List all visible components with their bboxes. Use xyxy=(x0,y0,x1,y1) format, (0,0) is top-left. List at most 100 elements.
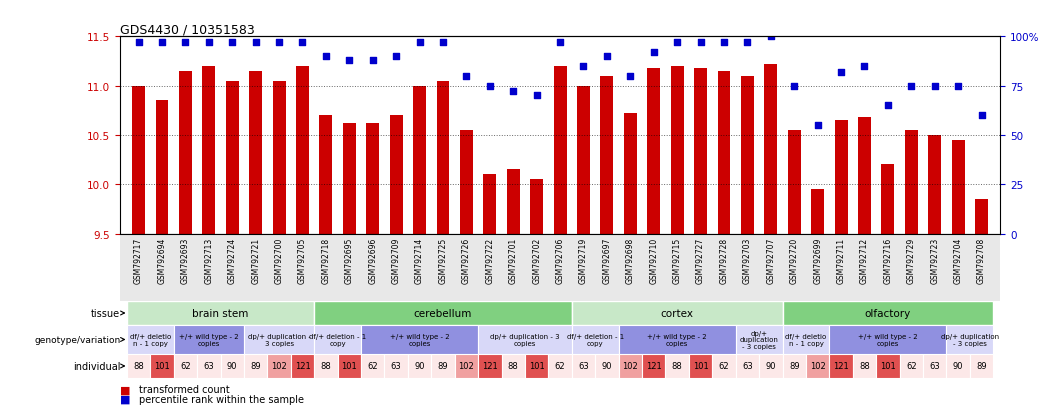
Text: 63: 63 xyxy=(391,362,401,370)
Text: GSM792715: GSM792715 xyxy=(673,237,681,283)
Text: individual: individual xyxy=(73,361,120,371)
Bar xyxy=(174,325,244,354)
Bar xyxy=(367,124,379,234)
Point xyxy=(458,73,475,80)
Point xyxy=(365,57,381,64)
Bar xyxy=(384,354,407,378)
Bar xyxy=(689,354,713,378)
Point xyxy=(786,83,802,90)
Text: dp/+ duplication -
3 copies: dp/+ duplication - 3 copies xyxy=(248,333,311,346)
Text: +/+ wild type - 2
copies: +/+ wild type - 2 copies xyxy=(179,333,239,346)
Text: GSM792702: GSM792702 xyxy=(532,237,541,283)
Text: ■: ■ xyxy=(120,385,130,394)
Bar xyxy=(548,354,572,378)
Point xyxy=(505,89,522,95)
Bar xyxy=(624,114,637,234)
Text: GSM792708: GSM792708 xyxy=(977,237,986,283)
Text: 90: 90 xyxy=(766,362,776,370)
Point xyxy=(645,50,662,56)
Text: 63: 63 xyxy=(203,362,215,370)
Bar xyxy=(390,116,402,234)
Text: GSM792712: GSM792712 xyxy=(860,237,869,283)
Bar xyxy=(202,66,216,234)
Point xyxy=(318,54,334,60)
Point xyxy=(177,40,194,46)
Text: 101: 101 xyxy=(528,362,545,370)
Text: dp/+ duplication - 3
copies: dp/+ duplication - 3 copies xyxy=(490,333,560,346)
Text: GSM792713: GSM792713 xyxy=(204,237,214,283)
Text: GSM792700: GSM792700 xyxy=(275,237,283,284)
Text: 90: 90 xyxy=(953,362,964,370)
Text: 101: 101 xyxy=(342,362,357,370)
Text: 62: 62 xyxy=(719,362,729,370)
Bar xyxy=(694,69,708,234)
Bar xyxy=(249,71,263,234)
Bar xyxy=(619,325,736,354)
Text: 88: 88 xyxy=(133,362,144,370)
Text: GSM792705: GSM792705 xyxy=(298,237,307,284)
Bar xyxy=(946,325,993,354)
Bar xyxy=(946,354,970,378)
Text: GSM792703: GSM792703 xyxy=(743,237,752,284)
Bar xyxy=(221,354,244,378)
Text: df/+ deletion - 1
copy: df/+ deletion - 1 copy xyxy=(309,333,366,346)
Text: 62: 62 xyxy=(907,362,917,370)
Bar xyxy=(155,101,169,234)
Text: olfactory: olfactory xyxy=(865,308,911,318)
Bar xyxy=(829,354,852,378)
Bar xyxy=(361,325,478,354)
Bar xyxy=(506,170,520,234)
Bar xyxy=(150,354,174,378)
Bar xyxy=(501,354,525,378)
Text: 62: 62 xyxy=(554,362,566,370)
Text: GSM792718: GSM792718 xyxy=(321,237,330,283)
Bar xyxy=(530,180,543,234)
Text: 121: 121 xyxy=(482,362,498,370)
Text: +/+ wild type - 2
copies: +/+ wild type - 2 copies xyxy=(859,333,918,346)
Text: +/+ wild type - 2
copies: +/+ wild type - 2 copies xyxy=(390,333,449,346)
Text: 89: 89 xyxy=(250,362,260,370)
Point xyxy=(857,63,873,70)
Point xyxy=(903,83,920,90)
Bar xyxy=(647,69,661,234)
Bar xyxy=(437,81,449,234)
Text: 102: 102 xyxy=(810,362,825,370)
Text: GSM792717: GSM792717 xyxy=(134,237,143,283)
Text: 101: 101 xyxy=(880,362,896,370)
Bar xyxy=(783,301,993,325)
Text: 88: 88 xyxy=(859,362,870,370)
Bar xyxy=(315,325,361,354)
Point xyxy=(926,83,943,90)
Bar xyxy=(460,131,473,234)
Text: 88: 88 xyxy=(672,362,683,370)
Point xyxy=(833,69,849,76)
Text: 90: 90 xyxy=(601,362,612,370)
Point xyxy=(388,54,404,60)
Bar xyxy=(760,354,783,378)
Text: 102: 102 xyxy=(458,362,474,370)
Point xyxy=(130,40,147,46)
Text: GSM792694: GSM792694 xyxy=(157,237,167,284)
Bar xyxy=(268,354,291,378)
Bar xyxy=(483,175,496,234)
Point xyxy=(552,40,569,46)
Bar xyxy=(572,301,783,325)
Text: 63: 63 xyxy=(742,362,752,370)
Bar xyxy=(671,66,684,234)
Text: GSM792704: GSM792704 xyxy=(953,237,963,284)
Point xyxy=(481,83,498,90)
Point xyxy=(200,40,217,46)
Bar xyxy=(291,354,315,378)
Bar xyxy=(882,165,894,234)
Bar xyxy=(595,354,619,378)
Bar xyxy=(572,354,595,378)
Text: dp/+
duplication
- 3 copies: dp/+ duplication - 3 copies xyxy=(740,330,778,349)
Text: GSM792714: GSM792714 xyxy=(415,237,424,283)
Text: GSM792709: GSM792709 xyxy=(392,237,401,284)
Text: GSM792723: GSM792723 xyxy=(931,237,939,283)
Text: dp/+ duplication
- 3 copies: dp/+ duplication - 3 copies xyxy=(941,333,999,346)
Text: +/+ wild type - 2
copies: +/+ wild type - 2 copies xyxy=(647,333,706,346)
Text: df/+ deletio
n - 1 copy: df/+ deletio n - 1 copy xyxy=(129,333,171,346)
Bar xyxy=(741,76,753,234)
Bar xyxy=(478,325,572,354)
